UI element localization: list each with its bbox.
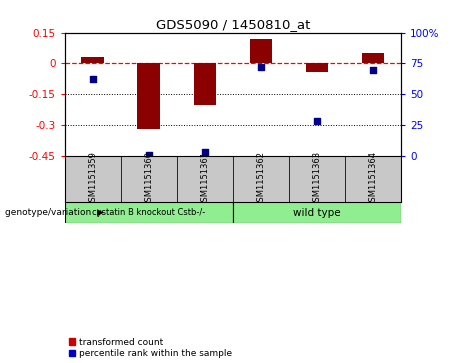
- Text: GSM1151361: GSM1151361: [200, 151, 209, 207]
- Point: [145, 152, 152, 158]
- Bar: [137, 64, 160, 129]
- FancyBboxPatch shape: [233, 202, 401, 223]
- Point: [89, 77, 96, 82]
- FancyBboxPatch shape: [65, 202, 233, 223]
- Text: GSM1151363: GSM1151363: [313, 151, 321, 207]
- Legend: transformed count, percentile rank within the sample: transformed count, percentile rank withi…: [69, 338, 232, 359]
- FancyBboxPatch shape: [233, 156, 289, 202]
- Title: GDS5090 / 1450810_at: GDS5090 / 1450810_at: [156, 19, 310, 32]
- Text: cystatin B knockout Cstb-/-: cystatin B knockout Cstb-/-: [92, 208, 205, 217]
- Text: genotype/variation  ▶: genotype/variation ▶: [5, 208, 103, 217]
- Point: [313, 118, 321, 124]
- Text: GSM1151362: GSM1151362: [256, 151, 266, 207]
- FancyBboxPatch shape: [121, 156, 177, 202]
- Bar: [362, 53, 384, 64]
- Bar: [250, 39, 272, 64]
- Text: GSM1151360: GSM1151360: [144, 151, 153, 207]
- Point: [201, 149, 208, 155]
- FancyBboxPatch shape: [177, 156, 233, 202]
- Point: [257, 64, 265, 70]
- Text: GSM1151364: GSM1151364: [368, 151, 378, 207]
- Point: [369, 67, 377, 73]
- Text: wild type: wild type: [293, 208, 341, 218]
- FancyBboxPatch shape: [65, 156, 121, 202]
- Bar: [82, 57, 104, 64]
- Bar: [306, 64, 328, 72]
- FancyBboxPatch shape: [345, 156, 401, 202]
- Bar: [194, 64, 216, 105]
- Text: GSM1151359: GSM1151359: [88, 151, 97, 207]
- FancyBboxPatch shape: [289, 156, 345, 202]
